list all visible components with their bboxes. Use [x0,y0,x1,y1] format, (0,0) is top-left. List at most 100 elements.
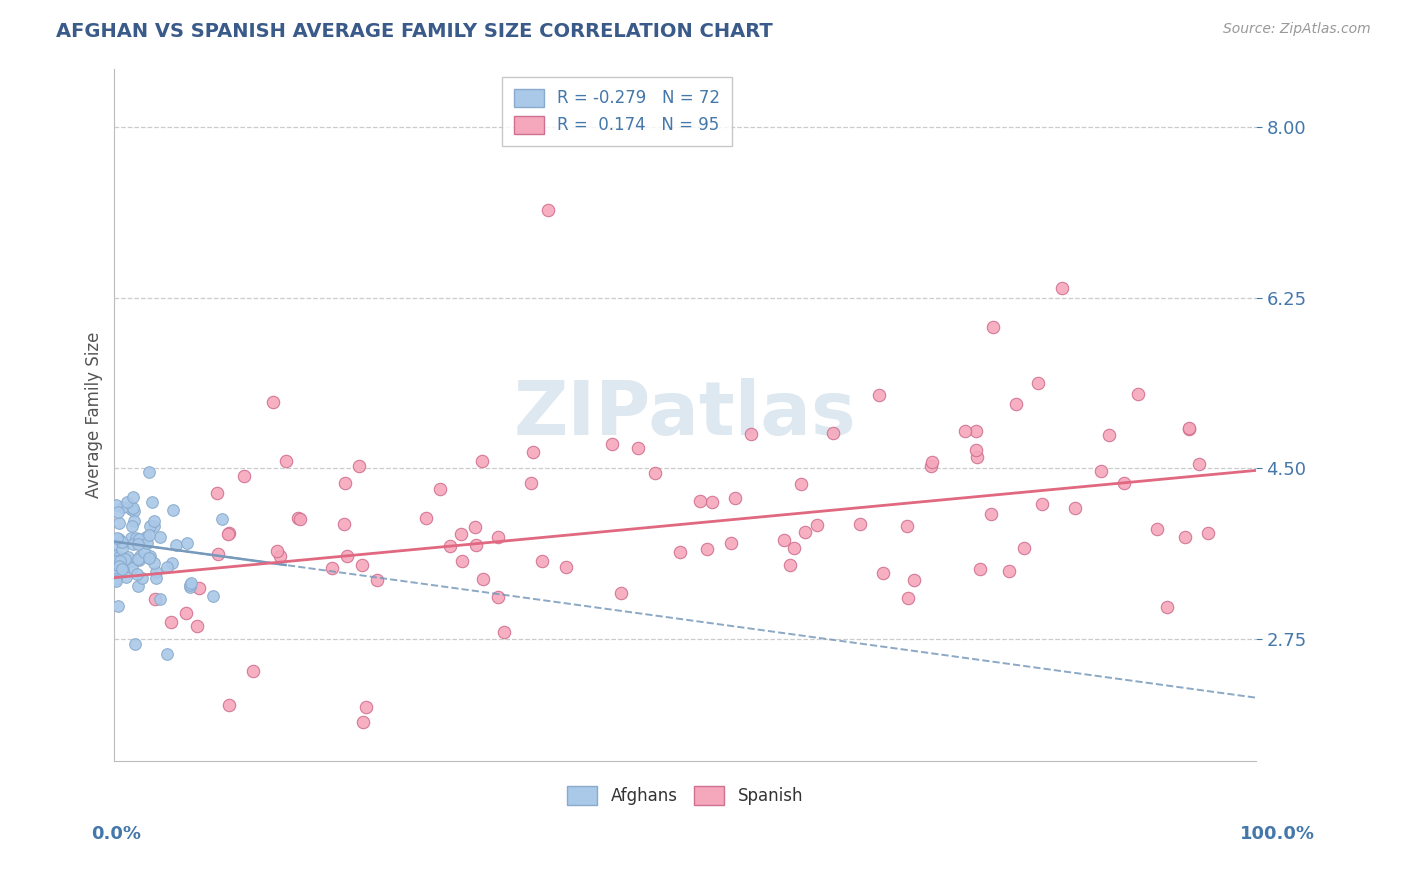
Point [520,476,543,491]
Point [262,394,284,409]
Point [138,551,160,566]
Point [108,516,131,530]
Point [554,559,576,574]
Point [700,494,723,508]
Point [108,554,131,568]
Point [207,547,229,561]
Point [108,559,131,574]
Point [868,388,890,402]
Point [896,518,918,533]
Point [103,549,125,563]
Point [600,437,623,451]
Point [720,536,742,550]
Point [1146,522,1168,536]
Point [965,424,987,438]
Point [274,453,297,467]
Point [366,573,388,587]
Point [124,637,146,651]
Legend: Afghans, Spanish: Afghans, Spanish [557,776,813,815]
Point [187,581,209,595]
Point [333,517,356,532]
Point [162,502,184,516]
Point [180,576,202,591]
Point [165,538,187,552]
Point [176,536,198,550]
Point [142,518,165,533]
Point [138,528,160,542]
Point [1156,599,1178,614]
Point [354,700,377,714]
Point [107,566,129,581]
Point [347,459,370,474]
Point [117,550,139,565]
Point [920,458,942,473]
Point [1178,421,1201,435]
Point [156,559,179,574]
Point [806,517,828,532]
Point [472,573,495,587]
Point [530,554,553,568]
Point [783,541,806,555]
Point [143,514,166,528]
Point [464,520,486,534]
Point [145,571,167,585]
Point [1114,475,1136,490]
Point [451,554,474,568]
Point [1063,501,1085,516]
Point [1012,541,1035,556]
Point [127,579,149,593]
Point [983,320,1005,334]
Point [789,477,811,491]
Point [121,554,143,568]
Point [107,505,129,519]
Point [211,512,233,526]
Point [969,562,991,576]
Point [953,424,976,438]
Point [1026,376,1049,390]
Point [471,454,494,468]
Point [128,553,150,567]
Point [138,549,160,563]
Point [1197,525,1219,540]
Point [111,500,134,514]
Point [128,532,150,546]
Point [138,519,160,533]
Text: ZIPatlas: ZIPatlas [513,378,856,451]
Point [107,599,129,613]
Point [111,561,134,575]
Point [149,591,172,606]
Point [350,558,373,572]
Point [689,493,711,508]
Point [111,541,134,556]
Point [104,498,127,512]
Point [107,532,129,546]
Point [794,525,817,540]
Point [921,455,943,469]
Point [848,517,870,532]
Point [131,571,153,585]
Point [492,625,515,640]
Point [1031,497,1053,511]
Point [143,591,166,606]
Point [112,563,135,577]
Point [121,537,143,551]
Point [138,550,160,565]
Point [903,573,925,587]
Point [232,469,254,483]
Point [125,531,148,545]
Point [120,531,142,545]
Point [141,495,163,509]
Point [105,572,128,586]
Point [115,570,138,584]
Point [1126,386,1149,401]
Point [335,475,357,490]
Point [537,202,560,217]
Point [897,591,920,605]
Point [121,519,143,533]
Point [415,511,437,525]
Point [135,536,157,550]
Point [186,619,208,633]
Point [122,504,145,518]
Point [486,530,509,544]
Point [450,527,472,541]
